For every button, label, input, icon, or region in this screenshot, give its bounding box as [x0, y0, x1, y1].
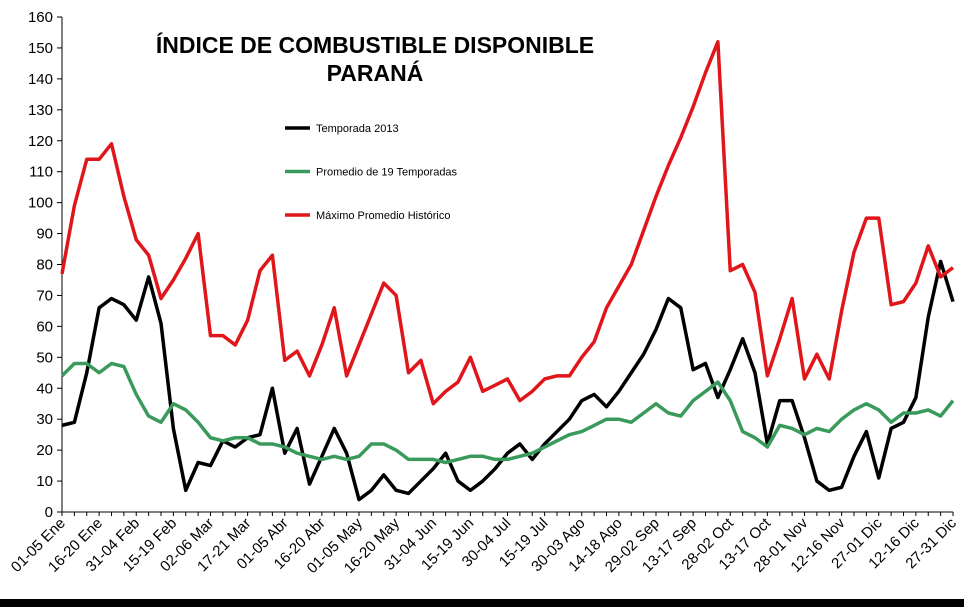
- y-tick-label: 80: [36, 257, 53, 274]
- y-tick-label: 40: [36, 380, 53, 397]
- series-line: [61, 259, 955, 502]
- y-tick-label: 90: [36, 226, 53, 243]
- y-tick-label: 70: [36, 287, 53, 304]
- y-tick-label: 160: [28, 9, 53, 26]
- y-tick-label: 20: [36, 442, 53, 459]
- y-tick-label: 30: [36, 411, 53, 428]
- y-tick-label: 120: [28, 133, 53, 150]
- legend-label: Temporada 2013: [316, 123, 399, 135]
- legend-label: Promedio de 19 Temporadas: [316, 167, 458, 179]
- y-tick-label: 140: [28, 71, 53, 88]
- series-line: [60, 40, 955, 406]
- bottom-border: [0, 599, 964, 607]
- y-tick-label: 130: [28, 102, 53, 119]
- y-tick-label: 50: [36, 349, 53, 366]
- y-tick-label: 0: [45, 504, 53, 521]
- chart-title: ÍNDICE DE COMBUSTIBLE DISPONIBLE: [156, 31, 594, 58]
- chart-subtitle: PARANÁ: [327, 59, 424, 86]
- legend-label: Máximo Promedio Histórico: [316, 210, 450, 222]
- y-tick-label: 100: [28, 195, 53, 212]
- y-tick-label: 150: [28, 40, 53, 57]
- y-tick-label: 110: [29, 164, 53, 181]
- series-line: [60, 361, 955, 465]
- y-tick-label: 60: [36, 318, 53, 335]
- legend: Temporada 2013 Promedio de 19 Temporadas M…: [285, 123, 458, 222]
- y-tick-label: 10: [36, 473, 53, 490]
